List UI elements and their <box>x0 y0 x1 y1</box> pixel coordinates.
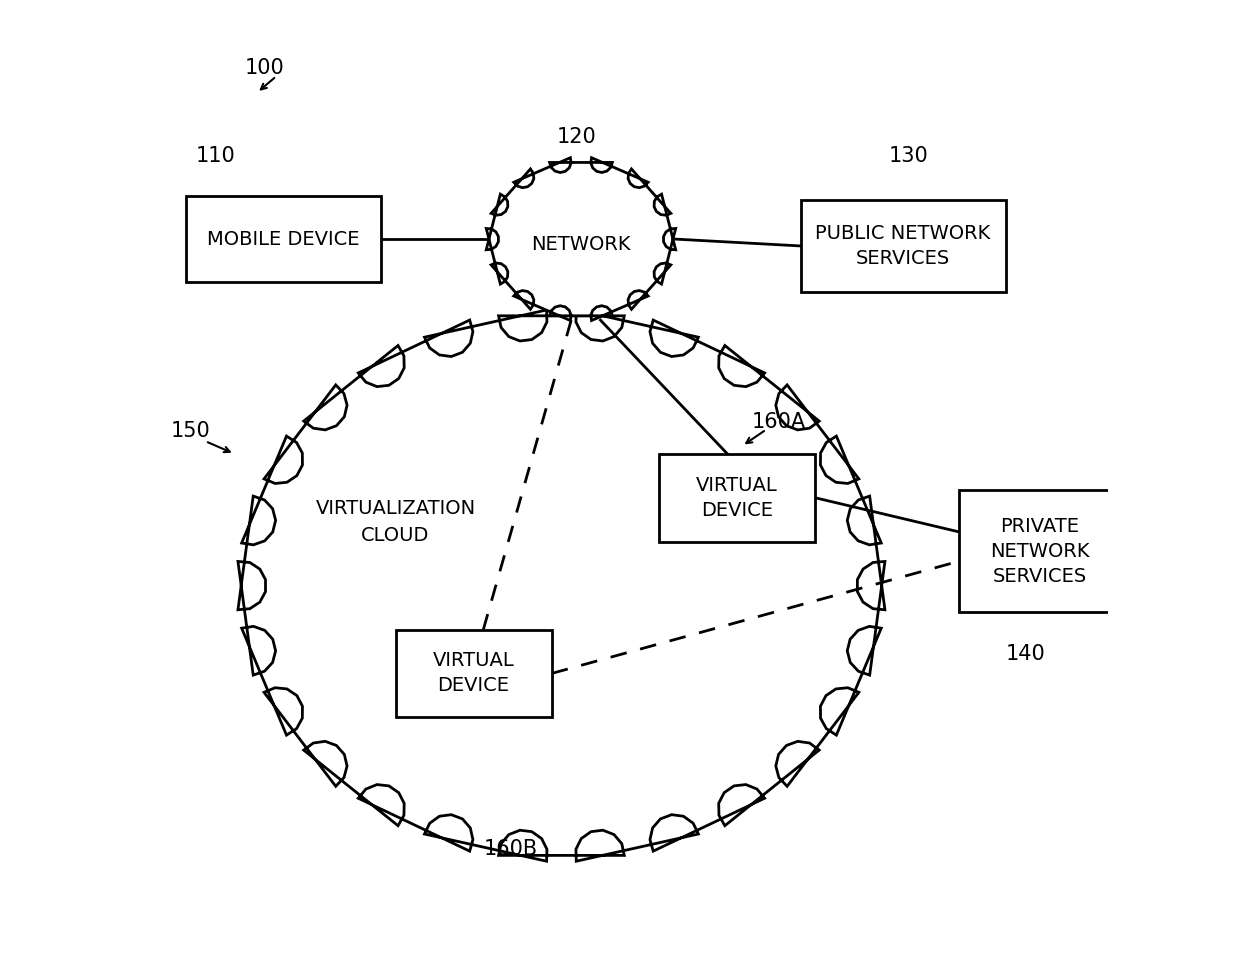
PathPatch shape <box>486 158 676 320</box>
Text: VIRTUALIZATION
CLOUD: VIRTUALIZATION CLOUD <box>315 500 476 545</box>
Text: 120: 120 <box>557 127 596 146</box>
FancyBboxPatch shape <box>658 454 815 542</box>
Text: 130: 130 <box>888 146 929 166</box>
FancyBboxPatch shape <box>960 490 1120 613</box>
PathPatch shape <box>238 310 885 861</box>
Text: 160B: 160B <box>484 839 537 859</box>
Text: 140: 140 <box>1006 644 1045 664</box>
Text: PUBLIC NETWORK
SERVICES: PUBLIC NETWORK SERVICES <box>816 224 991 268</box>
Text: 160A: 160A <box>751 412 806 431</box>
FancyBboxPatch shape <box>186 196 381 282</box>
Text: VIRTUAL
DEVICE: VIRTUAL DEVICE <box>433 651 515 696</box>
Text: MOBILE DEVICE: MOBILE DEVICE <box>207 229 360 249</box>
Text: PRIVATE
NETWORK
SERVICES: PRIVATE NETWORK SERVICES <box>990 517 1090 586</box>
Text: 110: 110 <box>196 146 236 166</box>
FancyBboxPatch shape <box>396 630 552 717</box>
Text: VIRTUAL
DEVICE: VIRTUAL DEVICE <box>696 475 777 520</box>
FancyBboxPatch shape <box>801 199 1006 293</box>
Text: 150: 150 <box>171 422 211 441</box>
Text: NETWORK: NETWORK <box>531 234 631 254</box>
Text: 100: 100 <box>244 59 284 78</box>
